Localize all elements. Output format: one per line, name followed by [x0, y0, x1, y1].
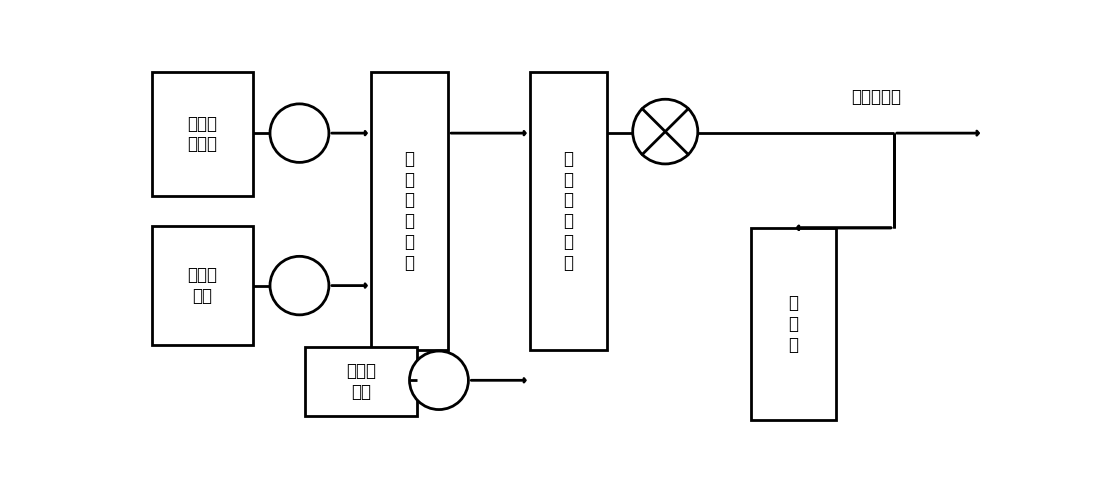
Bar [305, 347, 417, 416]
Bar [153, 226, 253, 345]
Text: 氯磺酸
溶液: 氯磺酸 溶液 [188, 266, 218, 305]
Circle shape [270, 104, 328, 162]
Text: 氯磺酸
溶液: 氯磺酸 溶液 [346, 362, 376, 401]
Circle shape [270, 256, 328, 315]
Bar [371, 72, 448, 350]
Circle shape [633, 99, 698, 164]
Circle shape [409, 351, 469, 410]
Text: 乙酰苯
胺溶液: 乙酰苯 胺溶液 [188, 114, 218, 153]
Text: 储
液
罐: 储 液 罐 [789, 294, 799, 354]
Text: 微
通
道
反
应
器: 微 通 道 反 应 器 [563, 150, 573, 272]
Text: 微
通
道
反
应
器: 微 通 道 反 应 器 [405, 150, 415, 272]
Bar [153, 72, 253, 195]
Text: 接废气吸收: 接废气吸收 [852, 88, 901, 106]
Bar [530, 72, 607, 350]
Bar [751, 228, 836, 420]
